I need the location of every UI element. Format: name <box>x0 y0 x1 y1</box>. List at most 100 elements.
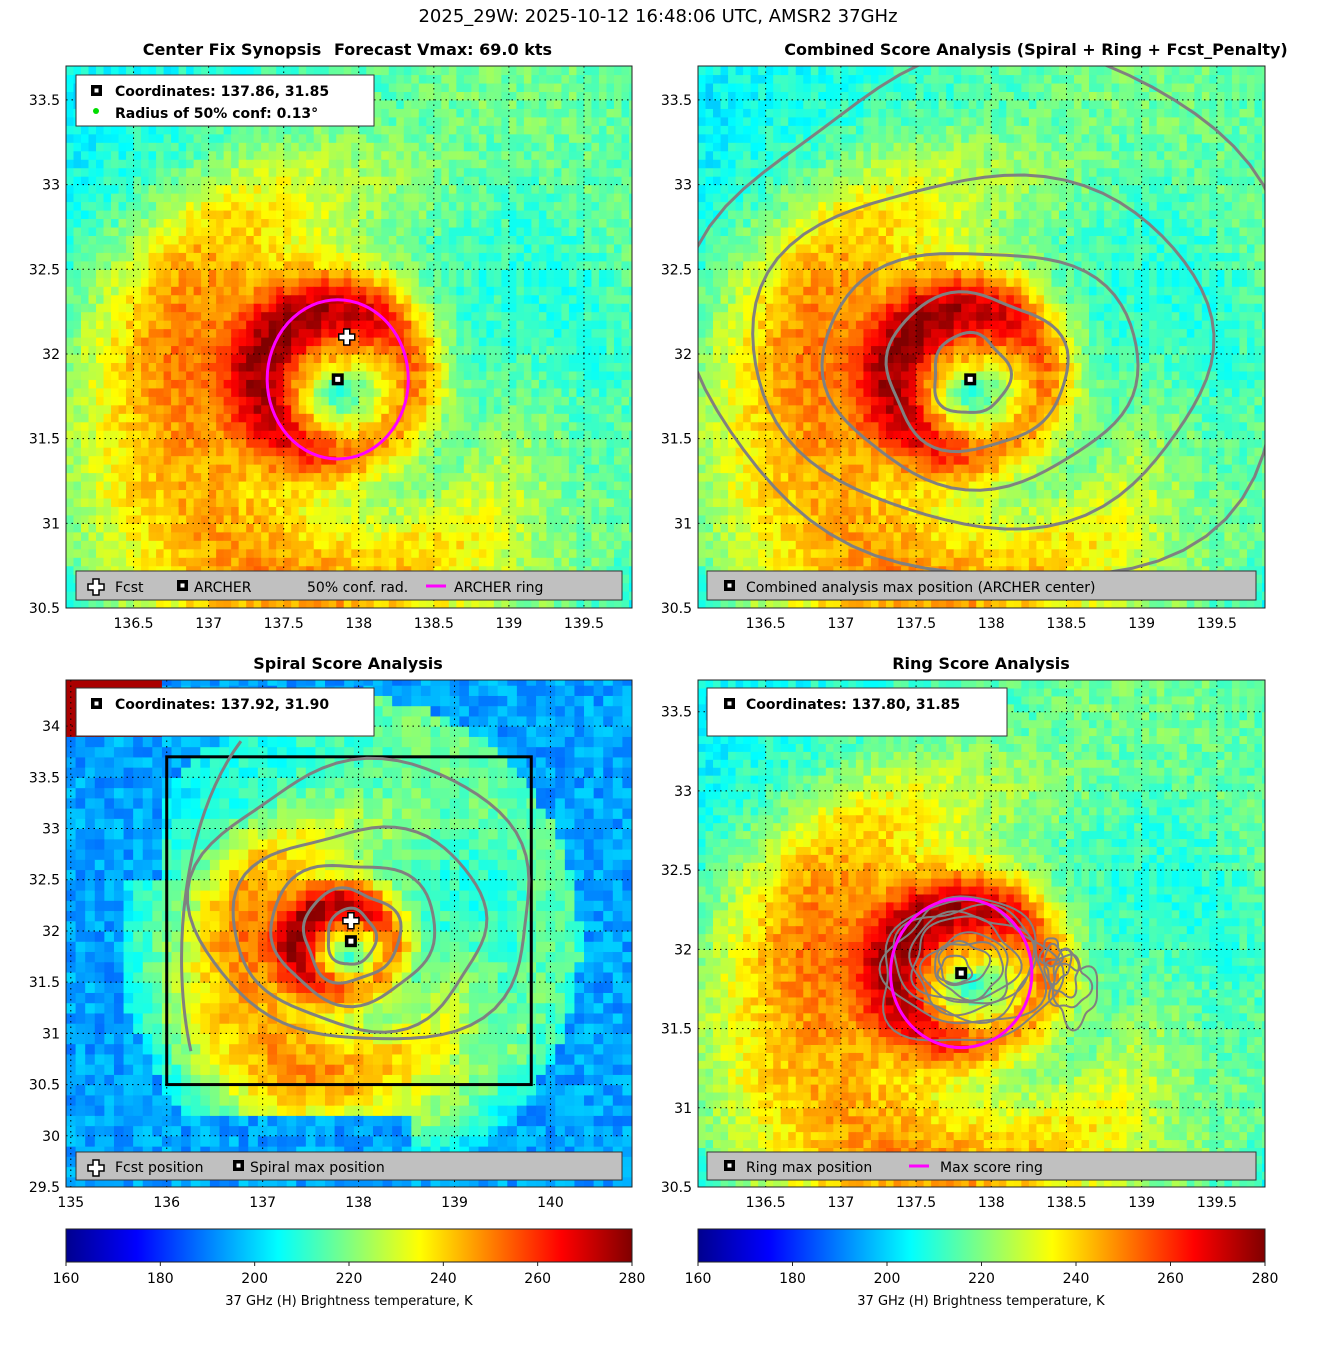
heatmap-cell <box>531 404 540 414</box>
heatmap-cell <box>118 421 127 431</box>
heatmap-cell <box>388 125 397 135</box>
heatmap-cell <box>343 387 352 397</box>
heatmap-cell <box>268 150 277 160</box>
heatmap-cell <box>141 193 150 203</box>
heatmap-cell <box>553 269 563 279</box>
heatmap-cell <box>493 523 502 533</box>
heatmap-cell <box>283 201 292 211</box>
heatmap-cell <box>103 489 112 499</box>
heatmap-cell <box>508 438 517 448</box>
heatmap-cell <box>508 176 517 186</box>
heatmap-cell <box>208 209 217 220</box>
heatmap-cell <box>141 218 150 228</box>
heatmap-cell <box>613 404 623 414</box>
heatmap-cell <box>606 472 615 482</box>
heatmap-cell <box>276 201 285 211</box>
heatmap-cell <box>96 218 105 228</box>
heatmap-cell <box>313 167 322 177</box>
heatmap-cell <box>171 447 180 457</box>
heatmap-cell <box>373 455 382 465</box>
heatmap-cell <box>426 277 435 287</box>
heatmap-cell <box>456 514 465 524</box>
heatmap-cell <box>186 243 195 253</box>
heatmap-cell <box>456 328 465 338</box>
heatmap-cell <box>606 201 615 211</box>
heatmap-cell <box>261 184 270 194</box>
heatmap-cell <box>201 218 210 228</box>
heatmap-cell <box>321 218 330 228</box>
heatmap-cell <box>381 269 390 279</box>
heatmap-cell <box>231 201 240 211</box>
heatmap-cell <box>313 387 322 397</box>
heatmap-cell <box>373 243 382 253</box>
heatmap-cell <box>448 99 457 109</box>
heatmap-cell <box>328 150 337 160</box>
heatmap-cell <box>88 226 97 236</box>
heatmap-cell <box>373 226 382 236</box>
heatmap-cell <box>561 506 570 516</box>
heatmap-cell <box>373 235 382 245</box>
heatmap-cell <box>366 353 375 364</box>
heatmap-cell <box>403 277 412 287</box>
heatmap-cell <box>208 353 217 364</box>
heatmap-cell <box>126 150 135 160</box>
heatmap-cell <box>583 286 593 296</box>
heatmap-cell <box>178 565 187 575</box>
heatmap-cell <box>276 277 285 287</box>
heatmap-cell <box>411 294 420 304</box>
heatmap-cell <box>591 286 600 296</box>
heatmap-cell <box>141 370 150 380</box>
heatmap-cell <box>268 193 277 203</box>
heatmap-cell <box>568 209 578 220</box>
heatmap-cell <box>583 91 593 101</box>
heatmap-cell <box>561 404 570 414</box>
heatmap-cell <box>291 345 300 355</box>
heatmap-cell <box>381 514 390 524</box>
heatmap-cell <box>126 540 135 550</box>
heatmap-cell <box>441 387 450 397</box>
heatmap-cell <box>538 74 548 84</box>
heatmap-cell <box>576 455 585 465</box>
heatmap-cell <box>441 464 450 474</box>
heatmap-cell <box>96 387 105 397</box>
heatmap-cell <box>201 66 210 76</box>
heatmap-cell <box>501 286 510 296</box>
heatmap-cell <box>208 193 217 203</box>
heatmap-cell <box>523 506 533 516</box>
heatmap-cell <box>231 125 240 135</box>
heatmap-cell <box>246 150 255 160</box>
heatmap-cell <box>501 531 510 541</box>
heatmap-cell <box>561 430 570 440</box>
x-tick-label: 136.5 <box>114 616 154 632</box>
heatmap-cell <box>583 472 593 482</box>
heatmap-cell <box>486 447 495 457</box>
heatmap-cell <box>546 226 555 236</box>
heatmap-cell <box>629 413 632 423</box>
heatmap-cell <box>486 150 495 160</box>
heatmap-cell <box>591 328 600 338</box>
heatmap-cell <box>343 66 352 76</box>
heatmap-cell <box>568 345 578 355</box>
heatmap-cell <box>103 396 112 406</box>
heatmap-cell <box>546 125 555 135</box>
heatmap-cell <box>336 438 345 448</box>
heatmap-cell <box>88 514 97 524</box>
heatmap-cell <box>201 379 210 389</box>
heatmap-cell <box>493 99 502 109</box>
heatmap-cell <box>561 557 570 567</box>
heatmap-cell <box>561 514 570 524</box>
heatmap-cell <box>133 337 142 347</box>
heatmap-cell <box>433 337 442 347</box>
heatmap-cell <box>621 455 630 465</box>
heatmap-cell <box>531 66 540 76</box>
heatmap-cell <box>88 497 97 507</box>
heatmap-cell <box>148 472 157 482</box>
heatmap-cell <box>126 218 135 228</box>
heatmap-cell <box>538 345 548 355</box>
heatmap-cell <box>629 345 632 355</box>
heatmap-cell <box>373 294 382 304</box>
heatmap-cell <box>598 303 608 313</box>
heatmap-cell <box>621 74 630 84</box>
heatmap-cell <box>291 209 300 220</box>
heatmap-cell <box>81 328 90 338</box>
